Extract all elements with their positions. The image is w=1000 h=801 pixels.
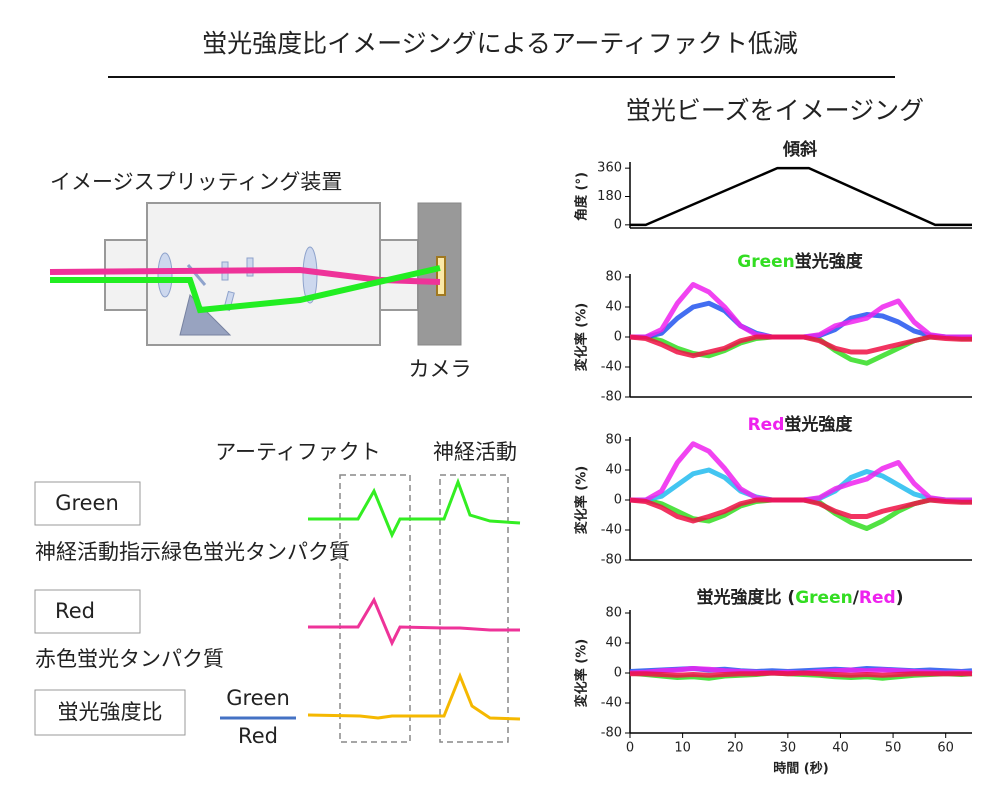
y-tick-label: 0 — [614, 330, 622, 345]
artifact-title: アーティファクト — [215, 440, 380, 464]
y-tick-label: -40 — [601, 696, 622, 711]
y-axis-label: 角度 (°) — [574, 172, 590, 221]
data-line — [630, 282, 972, 340]
y-axis-label: 変化率 (%) — [574, 303, 590, 371]
camera-label: カメラ — [409, 357, 472, 381]
green-box — [34, 481, 141, 526]
chart-title: 傾斜 — [782, 139, 817, 160]
data-line — [629, 334, 972, 359]
title-part: 蛍光強度 — [784, 414, 853, 435]
ratio-box — [34, 689, 186, 736]
data-line — [630, 467, 972, 503]
ratio-numerator: Green — [226, 686, 290, 710]
x-tick-label: 30 — [780, 741, 797, 756]
x-axis-label: 時間 (秒) — [773, 761, 828, 777]
title-part: Green — [795, 588, 853, 608]
main-title: 蛍光強度比イメージングによるアーティファクト低減 — [202, 29, 798, 58]
y-tick-label: 360 — [597, 161, 622, 176]
y-tick-label: 0 — [614, 666, 622, 681]
data-line — [630, 166, 972, 227]
red-box-label: Red — [55, 599, 95, 623]
x-tick-label: 0 — [626, 741, 634, 756]
ratio-denominator: Red — [238, 724, 278, 748]
y-tick-label: 80 — [605, 270, 622, 285]
x-tick-label: 20 — [727, 741, 744, 756]
y-axis-label: 変化率 (%) — [574, 639, 590, 707]
data-line — [629, 497, 972, 524]
y-tick-label: 40 — [605, 636, 622, 651]
y-tick-label: 40 — [605, 300, 622, 315]
y-tick-label: 80 — [605, 606, 622, 621]
title-part: 蛍光強度 — [795, 251, 864, 272]
title-part: Green — [737, 252, 795, 272]
x-tick-label: 50 — [885, 741, 902, 756]
y-tick-label: -80 — [601, 726, 622, 741]
title-part: ) — [896, 588, 904, 608]
y-tick-label: 40 — [605, 463, 622, 478]
y-tick-label: 180 — [597, 189, 622, 204]
ratio-box-label: 蛍光強度比 — [58, 700, 163, 724]
data-line — [630, 441, 972, 503]
x-tick-label: 40 — [832, 741, 849, 756]
y-tick-label: -40 — [601, 360, 622, 375]
schematic-traces — [307, 474, 521, 743]
splitter-diagram — [49, 202, 462, 346]
x-tick-label: 60 — [937, 741, 954, 756]
y-tick-label: -80 — [601, 553, 622, 568]
green-box-label: Green — [55, 491, 119, 515]
x-tick-label: 10 — [674, 741, 691, 756]
data-line — [630, 670, 972, 678]
green-desc: 神経活動指示緑色蛍光タンパク質 — [35, 540, 350, 564]
title-part: Red — [859, 588, 896, 608]
chart-title: 蛍光強度比 (Green/Red) — [697, 587, 904, 608]
chart-title: Red蛍光強度 — [748, 414, 854, 435]
title-part: Red — [748, 415, 785, 435]
y-tick-label: 0 — [614, 217, 622, 232]
y-tick-label: 0 — [614, 493, 622, 508]
y-tick-label: -40 — [601, 523, 622, 538]
title-part: / — [853, 588, 860, 608]
y-tick-label: -80 — [601, 390, 622, 405]
chart-title: Green蛍光強度 — [737, 251, 863, 272]
red-box — [34, 589, 141, 634]
neural-title: 神経活動 — [433, 440, 517, 464]
data-line — [630, 300, 972, 340]
y-tick-label: 80 — [605, 433, 622, 448]
red-desc: 赤色蛍光タンパク質 — [35, 647, 224, 671]
setup-label: イメージスプリッティング装置 — [50, 170, 342, 194]
y-axis-label: 変化率 (%) — [574, 466, 590, 534]
title-part: 蛍光強度比 ( — [697, 587, 796, 608]
beads-title: 蛍光ビーズをイメージング — [626, 96, 924, 125]
